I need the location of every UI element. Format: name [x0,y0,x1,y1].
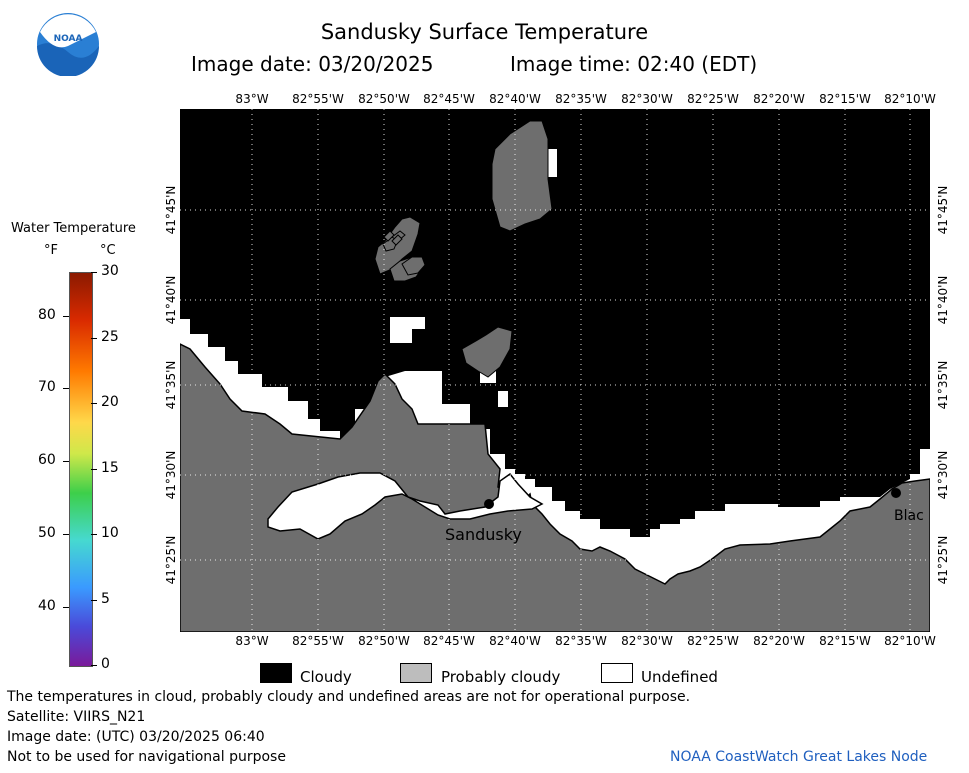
land-area [180,343,930,632]
legend-cloudy-swatch [260,663,292,683]
longitude-label-top-8: 82°20'W [753,92,805,106]
colorbar-tick-mark-f [63,315,69,317]
legend-probably-cloudy-label: Probably cloudy [441,668,561,686]
noaa-logo-icon: NOAA [37,13,99,77]
legend-undefined-label: Undefined [641,668,718,686]
colorbar [69,272,93,667]
rattlesnake-island [461,326,513,378]
longitude-label-top-5: 82°35'W [555,92,607,106]
map-title: Sandusky Surface Temperature [320,20,649,44]
colorbar-tick-mark-c [91,468,97,470]
sandusky-bay [267,472,544,540]
latitude-label-right-1: 41°40'N [936,275,950,325]
longitude-label-bottom-0: 83°W [235,634,269,648]
longitude-label-top-2: 82°50'W [358,92,410,106]
longitude-label-bottom-10: 82°10'W [884,634,936,648]
image-time: Image time: 02:40 (EDT) [510,52,758,76]
latitude-label-left-2: 41°35'N [164,360,178,410]
longitude-label-top-6: 82°30'W [621,92,673,106]
longitude-label-bottom-6: 82°30'W [621,634,673,648]
legend-probably-cloudy-swatch [400,663,432,683]
image-date: Image date: 03/20/2025 [191,52,434,76]
colorbar-tick-f: 80 [38,306,56,323]
utc-date-text: Image date: (UTC) 03/20/2025 06:40 [7,729,265,745]
latitude-label-left-0: 41°45'N [164,185,178,235]
colorbar-unit-f: °F [44,243,58,258]
satellite-text: Satellite: VIIRS_N21 [7,709,146,725]
latitude-label-left-3: 41°30'N [164,450,178,500]
longitude-label-bottom-1: 82°55'W [292,634,344,648]
latitude-label-right-2: 41°35'N [936,360,950,410]
sandusky-marker [484,499,494,509]
small-island [401,256,426,276]
credit-text: NOAA CoastWatch Great Lakes Node [670,749,928,765]
latitude-label-right-4: 41°25'N [936,535,950,585]
colorbar-tick-c: 20 [101,394,119,410]
colorbar-tick-c: 30 [101,263,119,279]
colorbar-tick-mark-c [91,599,97,601]
colorbar-tick-mark-f [63,606,69,608]
latitude-label-right-3: 41°30'N [936,450,950,500]
colorbar-tick-c: 0 [101,656,110,672]
navigation-warning: Not to be used for navigational purpose [7,749,286,765]
longitude-label-top-4: 82°40'W [489,92,541,106]
colorbar-unit-c: °C [100,243,116,258]
colorbar-tick-c: 25 [101,328,119,345]
colorbar-tick-c: 15 [101,459,119,476]
sandusky-label: Sandusky [445,525,522,544]
longitude-label-top-7: 82°25'W [687,92,739,106]
tiny-island [383,230,395,242]
colorbar-tick-mark-c [91,665,97,666]
kelleys-island [491,120,553,232]
colorbar-tick-f: 60 [38,452,56,469]
colorbar-tick-f: 70 [38,379,56,396]
disclaimer-text: The temperatures in cloud, probably clou… [7,689,691,705]
longitude-label-bottom-9: 82°15'W [819,634,871,648]
colorbar-tick-mark-f [63,461,69,463]
colorbar-tick-c: 5 [101,590,110,607]
colorbar-tick-mark-c [91,534,97,535]
colorbar-tick-mark-c [91,337,97,339]
lat-lon-grid [180,109,930,632]
latitude-label-left-4: 41°25'N [164,535,178,585]
latitude-label-right-0: 41°45'N [936,185,950,235]
longitude-label-bottom-7: 82°25'W [687,634,739,648]
tiny-island [391,234,403,246]
noaa-logo: NOAA [36,12,100,77]
undefined-patch [390,327,412,343]
colorbar-tick-f: 50 [38,525,56,541]
colorbar-tick-mark-f [63,534,69,535]
temperature-map: Sandusky Blac [180,109,930,632]
longitude-label-bottom-2: 82°50'W [358,634,410,648]
longitude-label-bottom-5: 82°35'W [555,634,607,648]
colorbar-tick-f: 40 [38,597,56,614]
blac-marker [891,488,901,498]
colorbar-title: Water Temperature [11,221,136,236]
longitude-label-top-0: 83°W [235,92,269,106]
longitude-label-top-3: 82°45'W [423,92,475,106]
noaa-logo-text: NOAA [54,34,83,44]
longitude-label-bottom-8: 82°20'W [753,634,805,648]
colorbar-tick-mark-c [91,272,97,273]
colorbar-tick-mark-c [91,403,97,404]
legend-cloudy-label: Cloudy [300,668,352,686]
legend-undefined-swatch [601,663,633,683]
latitude-label-left-1: 41°40'N [164,275,178,325]
south-bass-island [374,216,421,275]
longitude-label-bottom-3: 82°45'W [423,634,475,648]
longitude-label-bottom-4: 82°40'W [489,634,541,648]
blac-label: Blac [894,508,924,524]
undefined-patch [498,391,508,407]
longitude-label-top-9: 82°15'W [819,92,871,106]
undefined-patch [390,317,425,329]
longitude-label-top-1: 82°55'W [292,92,344,106]
colorbar-tick-c: 10 [101,525,119,541]
longitude-label-top-10: 82°10'W [884,92,936,106]
colorbar-tick-mark-f [63,388,69,390]
